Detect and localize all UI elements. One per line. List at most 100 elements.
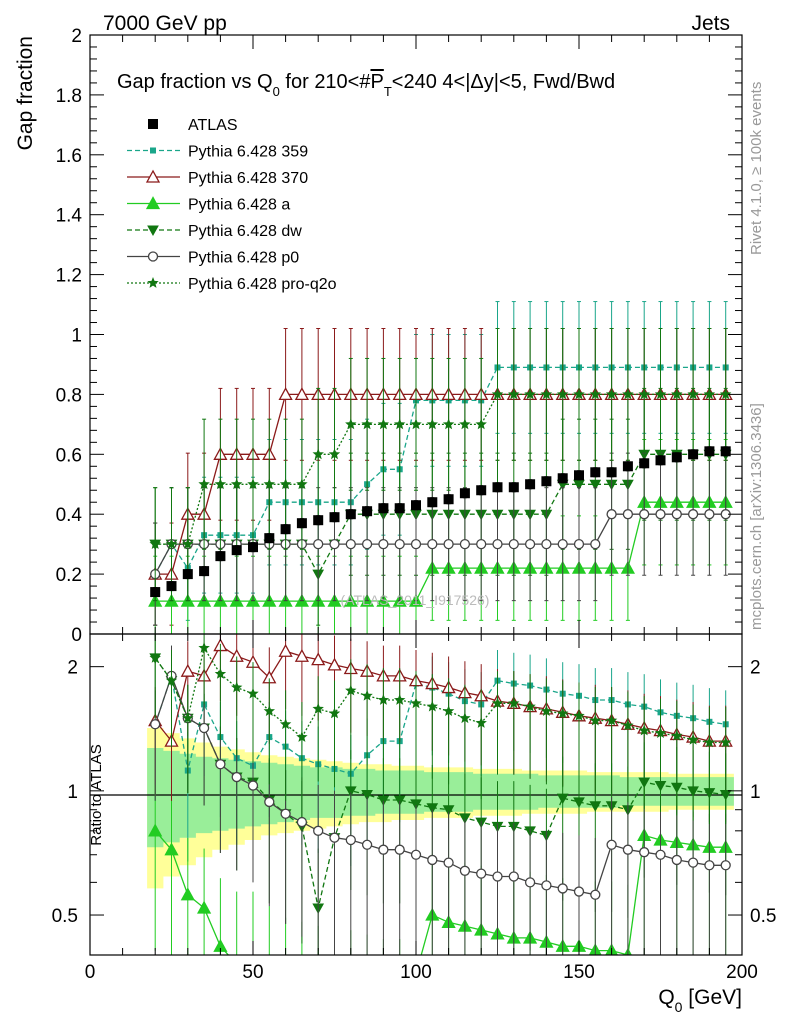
point-pq2o — [720, 388, 732, 400]
legend-entry-pa: Pythia 6.428 a — [127, 196, 290, 214]
ratio-point-pq2o — [149, 651, 161, 663]
ratio-point-pq2o — [394, 694, 406, 705]
legend-marker-atlas — [148, 119, 158, 129]
ratio-panel: 0.5 0.5 1 1 2 2 — [52, 633, 776, 979]
chart-title: Gap fraction vs Q0 for 210<#PT<240 4<|Δy… — [117, 71, 615, 99]
point-pp0 — [443, 539, 454, 550]
point-pq2o — [475, 418, 487, 430]
ratio-point-pp0 — [280, 808, 291, 819]
point-p370 — [278, 387, 293, 401]
point-pq2o — [182, 538, 194, 549]
ratio-point-pp0 — [720, 860, 731, 871]
point-pq2o — [198, 478, 210, 490]
ratio-point-pa — [329, 968, 341, 979]
point-pq2o — [263, 478, 275, 490]
point-pq2o — [377, 418, 390, 430]
point-pq2o — [279, 478, 292, 490]
point-pq2o — [328, 448, 341, 460]
point-atlas — [639, 458, 650, 469]
point-pp0 — [394, 539, 405, 550]
point-pp0 — [459, 539, 471, 550]
ratio-tick-label-right: 1 — [750, 782, 761, 803]
point-pq2o — [654, 388, 667, 400]
ratio-point-pq2o — [279, 718, 292, 730]
point-pp0 — [361, 539, 373, 550]
point-atlas — [362, 506, 373, 517]
ratio-point-p370 — [327, 657, 342, 671]
ratio-point-pp0 — [622, 844, 634, 855]
point-pq2o — [214, 478, 227, 490]
ratio-point-pq2o — [247, 687, 259, 699]
point-pq2o — [149, 538, 161, 549]
ratio-point-pdw — [344, 786, 357, 797]
point-atlas — [166, 581, 177, 592]
ratio-point-pq2o — [703, 736, 716, 748]
point-pp0 — [541, 539, 552, 550]
ratio-point-pq2o — [589, 714, 601, 726]
ratio-point-pp0 — [345, 834, 356, 846]
ratio-point-pq2o — [214, 668, 227, 679]
ratio-point-pq2o — [426, 700, 438, 712]
analysis-watermark: (ATLAS_2011_I917526) — [341, 592, 490, 608]
ratio-point-pq2o — [605, 714, 618, 726]
ratio-point-pq2o — [459, 712, 471, 724]
legend-label-pa: Pythia 6.428 a — [188, 197, 290, 214]
ratio-tick-label-left: 2 — [67, 658, 78, 679]
point-pq2o — [703, 388, 716, 400]
x-tick-label: 50 — [242, 962, 263, 983]
ratio-point-pq2o — [182, 712, 194, 724]
ratio-point-pdw — [442, 805, 455, 816]
ratio-point-pp0 — [590, 889, 601, 900]
legend-marker-pq2o — [147, 277, 159, 288]
point-pp0 — [704, 509, 715, 520]
x-tick-label: 200 — [726, 962, 758, 983]
point-atlas — [280, 524, 291, 535]
ratio-point-pdw — [459, 813, 471, 824]
point-atlas — [231, 545, 242, 556]
legend-label-pp0: Pythia 6.428 p0 — [188, 250, 299, 267]
ratio-point-pq2o — [377, 694, 390, 705]
x-tick-label: 100 — [400, 962, 432, 983]
ratio-point-pp0 — [247, 780, 259, 791]
ratio-point-pq2o — [508, 697, 520, 709]
x-tick-label: 0 — [85, 962, 96, 983]
ratio-point-pp0 — [150, 719, 161, 730]
y-axis-title: Gap fraction — [14, 36, 37, 150]
ratio-point-p370 — [180, 663, 195, 677]
ratio-tick-label-left: 0.5 — [52, 906, 78, 927]
point-atlas — [541, 476, 552, 487]
point-pq2o — [557, 388, 569, 400]
point-pq2o — [231, 478, 243, 490]
y-tick-label: 1 — [71, 326, 82, 347]
ratio-point-pp0 — [687, 857, 699, 868]
point-pp0 — [410, 539, 422, 550]
ratio-point-pp0 — [606, 839, 617, 850]
point-atlas — [150, 587, 161, 598]
ratio-point-pq2o — [573, 709, 585, 721]
ratio-point-pa — [231, 958, 243, 969]
legend-entry-p359: Pythia 6.428 359 — [127, 144, 308, 161]
ratio-tick-label-left: 1 — [67, 782, 78, 803]
point-pp0 — [313, 539, 324, 550]
atlas-band-inner — [147, 748, 734, 848]
ratio-point-pdw — [377, 795, 390, 807]
ratio-point-pa — [361, 968, 373, 979]
ratio-tick-label-right: 2 — [750, 658, 761, 679]
point-pq2o — [622, 388, 634, 400]
point-atlas — [411, 500, 421, 511]
legend-label-p359: Pythia 6.428 359 — [188, 144, 308, 161]
point-pq2o — [605, 388, 618, 400]
ratio-point-pq2o — [312, 702, 324, 714]
legend-marker-pp0 — [147, 251, 159, 262]
mcplots-label: mcplots.cern.ch [arXiv:1306.3436] — [748, 403, 765, 630]
point-atlas — [525, 479, 536, 490]
point-pp0 — [687, 509, 699, 520]
ratio-series-pq2o — [149, 634, 732, 825]
ratio-point-pdw — [589, 801, 602, 812]
ratio-point-pp0 — [508, 871, 519, 882]
ratio-point-pq2o — [654, 727, 667, 738]
ratio-tick-label-right: 0.5 — [750, 906, 776, 927]
ratio-point-pa — [164, 842, 179, 856]
series-pp0 — [150, 452, 731, 626]
